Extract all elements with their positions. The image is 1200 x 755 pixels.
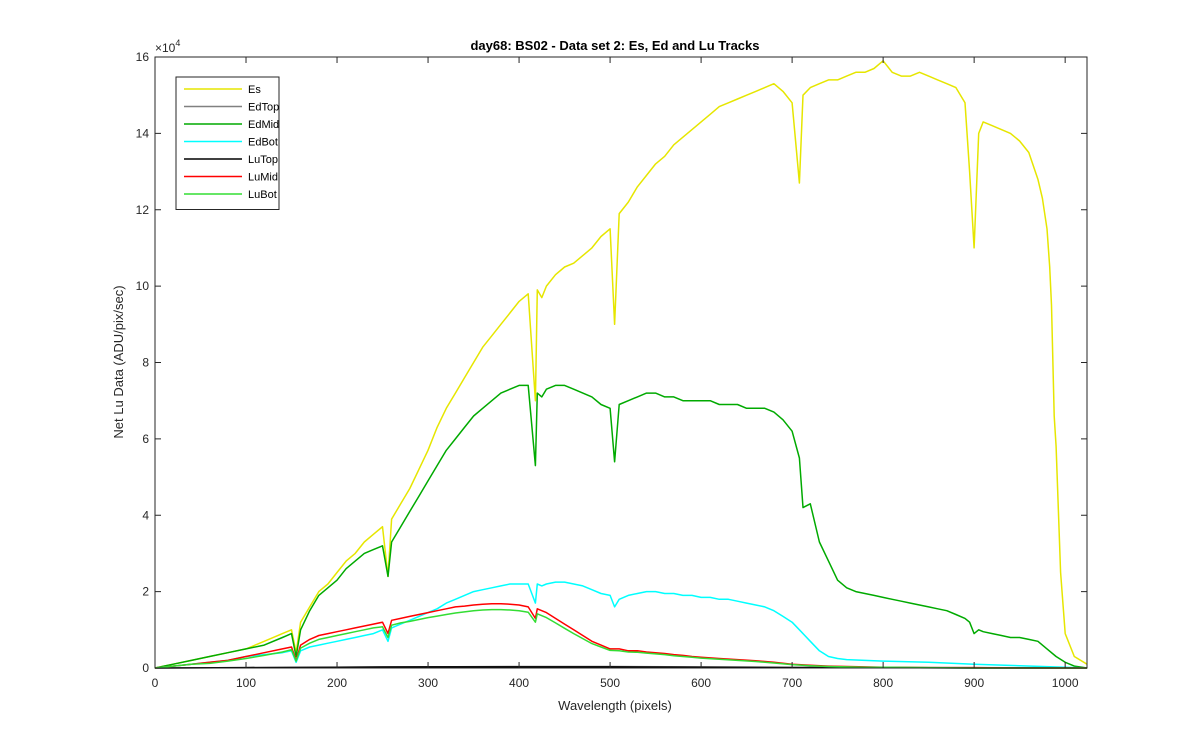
x-tick-label: 1000	[1052, 676, 1079, 690]
x-tick-label: 100	[236, 676, 256, 690]
y-tick-label: 6	[142, 432, 149, 446]
legend-box	[175, 76, 280, 210]
chart-title: day68: BS02 - Data set 2: Es, Ed and Lu …	[470, 38, 759, 53]
x-tick-label: 900	[964, 676, 984, 690]
y-tick-label: 12	[136, 203, 150, 217]
y-tick-label: 0	[142, 661, 149, 675]
series-line-es	[154, 60, 1088, 669]
legend-label-lubot: LuBot	[248, 189, 277, 201]
y-tick-label: 10	[136, 279, 150, 293]
x-tick-label: 600	[691, 676, 711, 690]
y-tick-label: 4	[142, 508, 149, 522]
x-tick-label: 700	[782, 676, 802, 690]
legend-label-lutop: LuTop	[248, 154, 278, 166]
legend-label-edmid: EdMid	[248, 119, 279, 131]
series-line-lumid	[154, 603, 1087, 669]
legend-label-es: Es	[248, 84, 261, 96]
series-line-lubot	[154, 608, 1087, 669]
axes-layer: 0 100 200 300 400 500 600 700 800 900 1000 0 2 4 6 8 10 1…	[136, 50, 1088, 690]
x-axis-label: Wavelength (pixels)	[558, 698, 672, 713]
x-tick-label: 0	[152, 676, 159, 690]
y-tick-label: 16	[136, 50, 150, 64]
x-tick-label: 200	[327, 676, 347, 690]
legend-label-lumid: LuMid	[248, 172, 278, 184]
legend-label-edtop: EdTop	[248, 102, 279, 114]
y-axis-label: Net Lu Data (ADU/pix/sec)	[111, 285, 126, 438]
exponent-power: 4	[175, 38, 180, 48]
x-tick-label: 800	[873, 676, 893, 690]
series-line-edbot	[154, 581, 1088, 669]
y-tick-label: 8	[142, 356, 149, 370]
exponent-base: ×10	[155, 41, 176, 55]
y-tick-label: 2	[142, 585, 149, 599]
x-tick-label: 300	[418, 676, 438, 690]
y-tick-label: 14	[136, 126, 150, 140]
series-line-edmid	[154, 384, 1088, 669]
legend: Es EdTop EdMid EdBot LuTop LuMid LuBot	[175, 76, 280, 210]
legend-label-edbot: EdBot	[248, 137, 278, 149]
x-tick-label: 500	[600, 676, 620, 690]
y-axis-exponent: ×104	[155, 38, 180, 55]
x-tick-label: 400	[509, 676, 529, 690]
